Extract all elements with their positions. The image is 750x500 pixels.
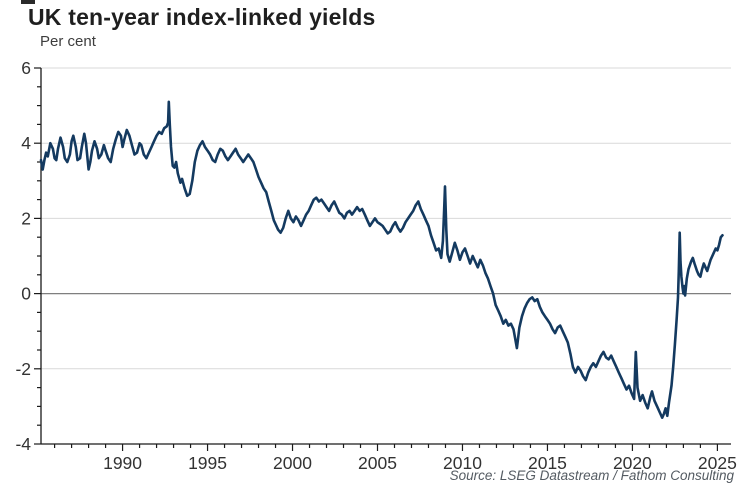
y-tick-label: 6 bbox=[21, 58, 31, 78]
yield-line bbox=[39, 100, 724, 419]
x-axis: 1990 1995 2000 2005 2010 2015 2020 2025 bbox=[41, 443, 737, 473]
x-tick-label: 1995 bbox=[188, 453, 227, 473]
chart-unit-label: Per cent bbox=[40, 33, 96, 50]
y-tick-label: 4 bbox=[21, 133, 31, 153]
y-tick-label: -4 bbox=[15, 434, 31, 454]
y-tick-label: 0 bbox=[21, 284, 31, 304]
crop-artifact bbox=[21, 0, 35, 4]
x-tick-label: 1990 bbox=[103, 453, 142, 473]
x-tick-label: 2025 bbox=[698, 453, 737, 473]
series-yield-line bbox=[39, 100, 724, 419]
y-tick-label: 2 bbox=[21, 208, 31, 228]
gridlines bbox=[41, 67, 731, 370]
x-tick-label: 2000 bbox=[273, 453, 312, 473]
x-tick-label: 2010 bbox=[443, 453, 482, 473]
chart-source: Source: LSEG Datastream / Fathom Consult… bbox=[449, 468, 734, 483]
chart-title: UK ten-year index-linked yields bbox=[28, 4, 376, 30]
y-axis: -4 -2 0 2 4 6 bbox=[15, 58, 42, 454]
x-tick-label: 2005 bbox=[358, 453, 397, 473]
y-tick-label: -2 bbox=[15, 359, 31, 379]
x-tick-label: 2015 bbox=[528, 453, 567, 473]
x-tick-label: 2020 bbox=[613, 453, 652, 473]
